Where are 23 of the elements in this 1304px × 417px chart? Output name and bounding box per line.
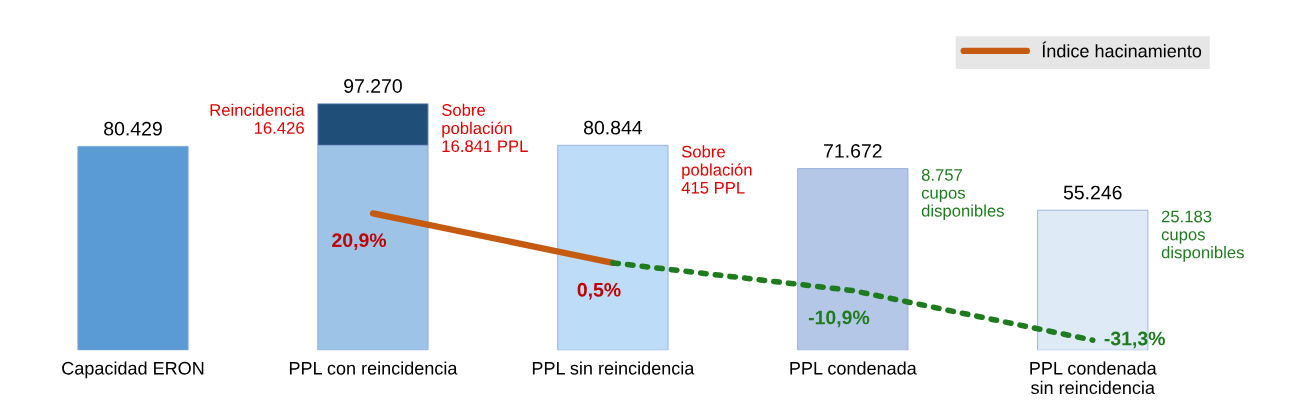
legend-label: Índice hacinamiento: [1042, 41, 1202, 58]
data-label: 80.429: [104, 121, 162, 136]
annotation: 25.183 cupos disponibles: [1161, 210, 1244, 262]
annotation: Reincidencia 16.426: [210, 103, 305, 134]
data-label: 20,9%: [332, 233, 387, 250]
x-tick-label: PPL sin reincidencia: [532, 361, 695, 375]
total-label: 97.270: [344, 79, 402, 93]
bar: [77, 145, 189, 351]
bar: [557, 144, 669, 351]
bar: [797, 168, 909, 351]
data-label: -31,3%: [1104, 331, 1165, 349]
data-label: 0,5%: [577, 282, 621, 300]
x-tick-label: PPL condenada sin reincidencia: [1030, 361, 1157, 395]
data-label: 71.672: [824, 144, 882, 158]
x-tick-label: Capacidad ERON: [62, 361, 204, 379]
data-label: 55.246: [1063, 185, 1122, 200]
annotation: Sobre población 16.841 PPL: [442, 103, 528, 153]
data-label: -10,9%: [808, 310, 870, 328]
x-tick-label: PPL condenada: [790, 361, 917, 375]
data-label: 80.844: [583, 120, 643, 135]
annotation: 8.757 cupos disponibles: [921, 169, 1004, 221]
annotation: Sobre población 415 PPL: [681, 145, 752, 194]
x-tick-label: PPL con reincidencia: [289, 361, 458, 375]
